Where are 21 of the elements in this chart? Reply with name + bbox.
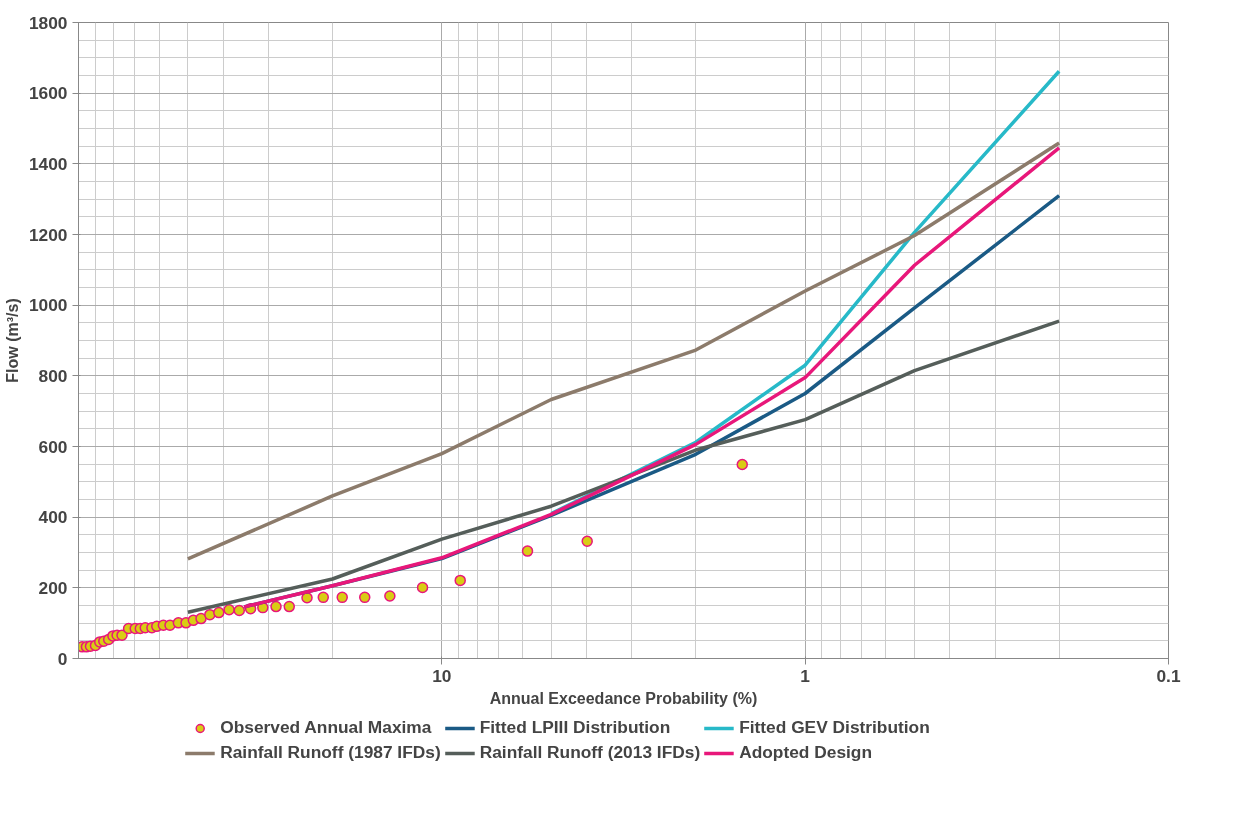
legend-label: Adopted Design xyxy=(739,742,873,763)
y-tick-label: 600 xyxy=(38,436,68,457)
legend-label: Observed Annual Maxima xyxy=(220,717,432,738)
x-tick-label: 0.1 xyxy=(1156,665,1181,686)
x-tick-label: 1 xyxy=(800,665,811,686)
y-tick-label: 1800 xyxy=(28,12,68,33)
legend-label: Fitted LPIII Distribution xyxy=(479,717,671,738)
y-axis-title: Flow (m³/s) xyxy=(3,298,21,383)
legend-label: Fitted GEV Distribution xyxy=(739,717,930,738)
y-tick-label: 1200 xyxy=(28,224,68,245)
x-tick-label: 10 xyxy=(432,665,452,686)
y-tick-label: 0 xyxy=(57,648,68,669)
y-tick-label: 800 xyxy=(38,365,68,386)
x-axis-title: Annual Exceedance Probability (%) xyxy=(489,689,758,707)
y-tick-label: 400 xyxy=(38,507,68,528)
y-tick-label: 1000 xyxy=(28,295,68,316)
y-tick-label: 1400 xyxy=(28,153,68,174)
y-tick-label: 200 xyxy=(38,577,68,598)
legend-label: Rainfall Runoff (1987 IFDs) xyxy=(220,742,441,763)
y-tick-label: 1600 xyxy=(28,83,68,104)
legend-label: Rainfall Runoff (2013 IFDs) xyxy=(479,742,701,763)
